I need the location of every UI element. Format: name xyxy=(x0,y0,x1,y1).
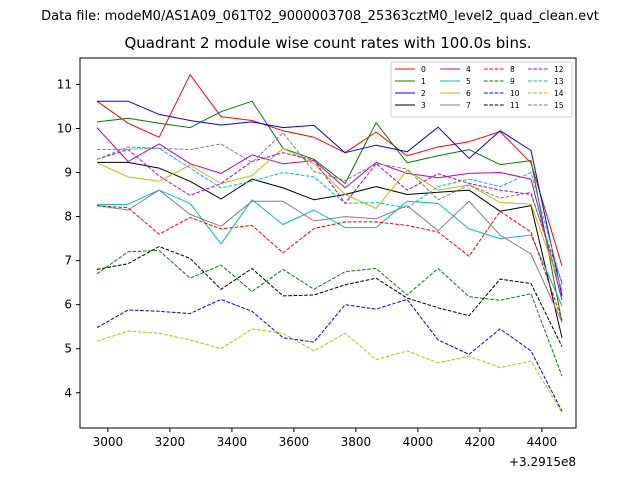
series-line-9 xyxy=(96,250,563,377)
series-line-0 xyxy=(96,74,563,267)
series-line-3 xyxy=(97,161,563,338)
legend-label-10: 10 xyxy=(510,89,520,98)
y-axis: 4 5 6 7 8 9 10 11 xyxy=(57,77,80,400)
x-tick-label: 3400 xyxy=(217,435,248,449)
legend-label-6: 6 xyxy=(466,89,471,98)
figure-suptitle: Data file: modeM0/AS1A09_061T02_90000037… xyxy=(41,9,599,24)
y-tick-label: 6 xyxy=(64,298,72,312)
x-axis: 3000 3200 3400 3600 3800 4000 4200 4400 xyxy=(93,428,558,449)
y-tick-label: 8 xyxy=(64,210,72,224)
y-tick-label: 7 xyxy=(64,254,72,268)
series-line-1 xyxy=(96,100,563,323)
legend-label-9: 9 xyxy=(510,77,515,86)
x-tick-label: 3200 xyxy=(155,435,186,449)
x-tick-label: 4200 xyxy=(465,435,496,449)
x-tick-label: 3000 xyxy=(93,435,124,449)
plot-frame xyxy=(79,57,577,429)
series-line-13 xyxy=(96,147,563,285)
legend-label-12: 12 xyxy=(554,65,564,74)
series-line-6 xyxy=(96,147,563,291)
chart-title: Quadrant 2 module wise count rates with … xyxy=(124,34,531,52)
series-line-10 xyxy=(96,298,563,412)
series-line-14 xyxy=(96,328,563,413)
series-line-4 xyxy=(96,127,563,301)
legend-label-1: 1 xyxy=(421,77,426,86)
legend-label-13: 13 xyxy=(554,77,564,86)
y-tick-label: 10 xyxy=(57,121,72,135)
series-line-2 xyxy=(97,100,563,297)
x-offset-label: +3.2915e8 xyxy=(509,455,576,469)
series-line-11 xyxy=(96,246,563,347)
x-tick-label: 4000 xyxy=(403,435,434,449)
legend-label-3: 3 xyxy=(421,101,426,110)
legend-label-5: 5 xyxy=(466,77,471,86)
x-tick-label: 3600 xyxy=(279,435,310,449)
x-tick-label: 4400 xyxy=(527,435,558,449)
legend-frame xyxy=(390,61,573,118)
legend-label-14: 14 xyxy=(554,89,564,98)
legend-label-2: 2 xyxy=(421,89,426,98)
y-tick-label: 4 xyxy=(64,386,72,400)
y-tick-label: 11 xyxy=(57,77,72,91)
legend-label-8: 8 xyxy=(510,65,515,74)
series-line-8 xyxy=(96,205,563,321)
series-line-7 xyxy=(96,189,563,323)
y-tick-label: 5 xyxy=(64,342,72,356)
series-layer xyxy=(96,74,563,413)
series-line-12 xyxy=(96,149,563,283)
legend-label-4: 4 xyxy=(466,65,471,74)
y-tick-label: 9 xyxy=(64,166,72,180)
series-line-15 xyxy=(96,132,563,291)
legend-label-0: 0 xyxy=(421,65,426,74)
legend-label-11: 11 xyxy=(510,101,520,110)
legend-label-7: 7 xyxy=(466,101,471,110)
legend-label-15: 15 xyxy=(554,101,564,110)
x-tick-label: 3800 xyxy=(341,435,372,449)
